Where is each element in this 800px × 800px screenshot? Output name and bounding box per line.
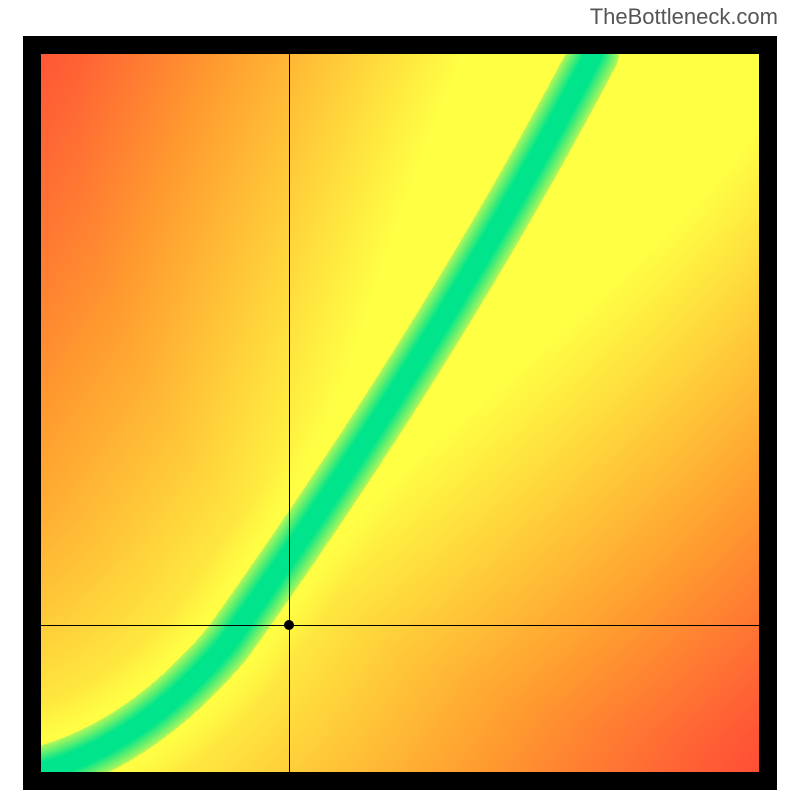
chart-inner xyxy=(41,54,759,772)
operating-point-marker xyxy=(284,620,294,630)
chart-frame xyxy=(23,36,777,790)
attribution-text: TheBottleneck.com xyxy=(590,4,778,30)
crosshair-vertical xyxy=(289,54,290,772)
bottleneck-heatmap xyxy=(41,54,759,772)
crosshair-horizontal xyxy=(41,625,759,626)
root: TheBottleneck.com xyxy=(0,0,800,800)
